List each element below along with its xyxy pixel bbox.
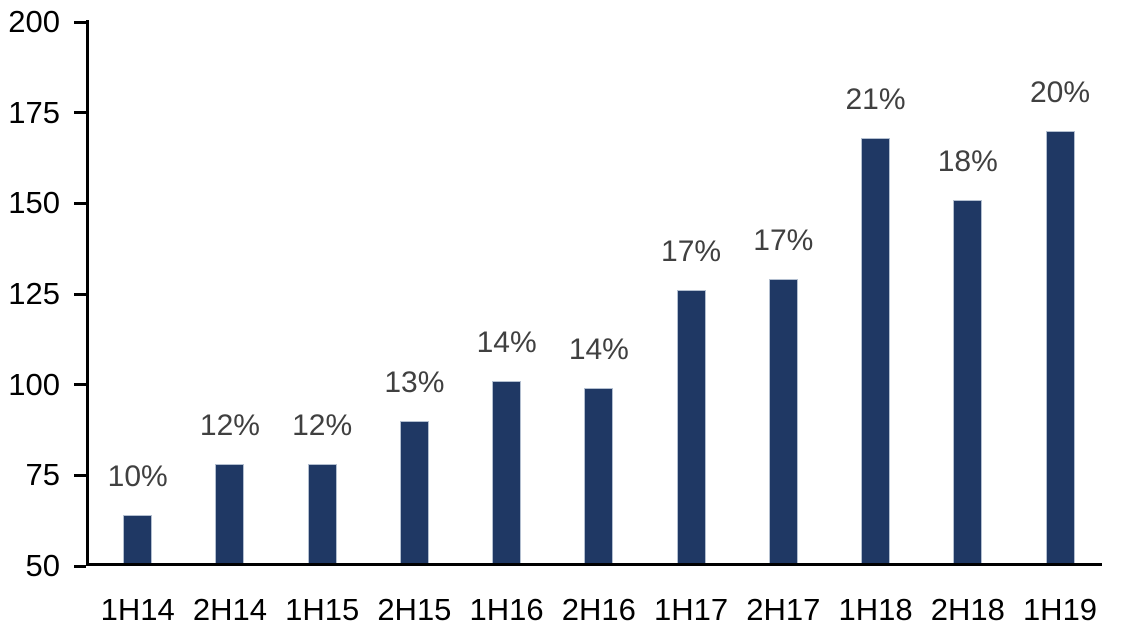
x-tick-label: 2H14 <box>192 592 267 627</box>
bar-data-label: 13% <box>384 365 445 399</box>
x-axis-line <box>86 562 1102 566</box>
bar-1H18 <box>861 138 891 566</box>
bar-2H17 <box>768 279 798 566</box>
bar-data-label: 14% <box>568 333 629 367</box>
bar-data-label: 12% <box>292 409 353 443</box>
y-axis-tick <box>74 111 86 115</box>
x-tick-label: 2H18 <box>930 592 1005 627</box>
bar-data-label: 14% <box>476 326 537 360</box>
x-tick-label: 2H17 <box>746 592 821 627</box>
y-axis-tick <box>74 292 86 296</box>
y-axis-tick <box>74 473 86 477</box>
x-tick-label: 2H15 <box>377 592 452 627</box>
bar-1H14 <box>123 515 153 566</box>
y-tick-label: 200 <box>8 4 60 39</box>
x-tick-label: 1H18 <box>838 592 913 627</box>
y-tick-label: 175 <box>8 94 60 130</box>
bar-1H15 <box>307 464 337 566</box>
bar-data-label: 12% <box>199 409 260 443</box>
y-tick-label: 75 <box>25 457 60 493</box>
bar-2H15 <box>399 420 429 566</box>
y-tick-label: 100 <box>8 366 60 402</box>
x-tick-label: 1H14 <box>100 592 175 627</box>
bar-data-label: 17% <box>753 224 814 258</box>
y-tick-label: 50 <box>25 548 60 583</box>
y-axis-tick <box>74 564 86 568</box>
bar-2H14 <box>215 464 245 566</box>
y-tick-label: 150 <box>8 185 60 221</box>
y-axis-tick <box>74 20 86 24</box>
bar-data-label: 20% <box>1029 75 1091 109</box>
x-tick-label: 1H15 <box>285 592 360 627</box>
bar-data-label: 18% <box>937 144 998 178</box>
x-tick-label: 1H16 <box>469 592 544 627</box>
bar-data-label: 21% <box>845 83 906 117</box>
bar-data-label: 17% <box>661 235 722 269</box>
bar-data-label: 10% <box>107 460 168 494</box>
bar-1H16 <box>492 381 522 566</box>
x-tick-label: 1H19 <box>1022 592 1098 627</box>
bar-2H18 <box>953 199 983 566</box>
y-tick-label: 125 <box>8 276 60 311</box>
bar-1H19 <box>1045 130 1075 566</box>
y-axis-tick <box>74 201 86 205</box>
y-axis-tick <box>74 383 86 387</box>
x-tick-label: 1H17 <box>654 592 729 627</box>
bar-1H17 <box>676 290 706 566</box>
y-axis-line <box>86 20 89 566</box>
bar-2H16 <box>584 388 614 566</box>
x-tick-label: 2H16 <box>561 592 636 627</box>
